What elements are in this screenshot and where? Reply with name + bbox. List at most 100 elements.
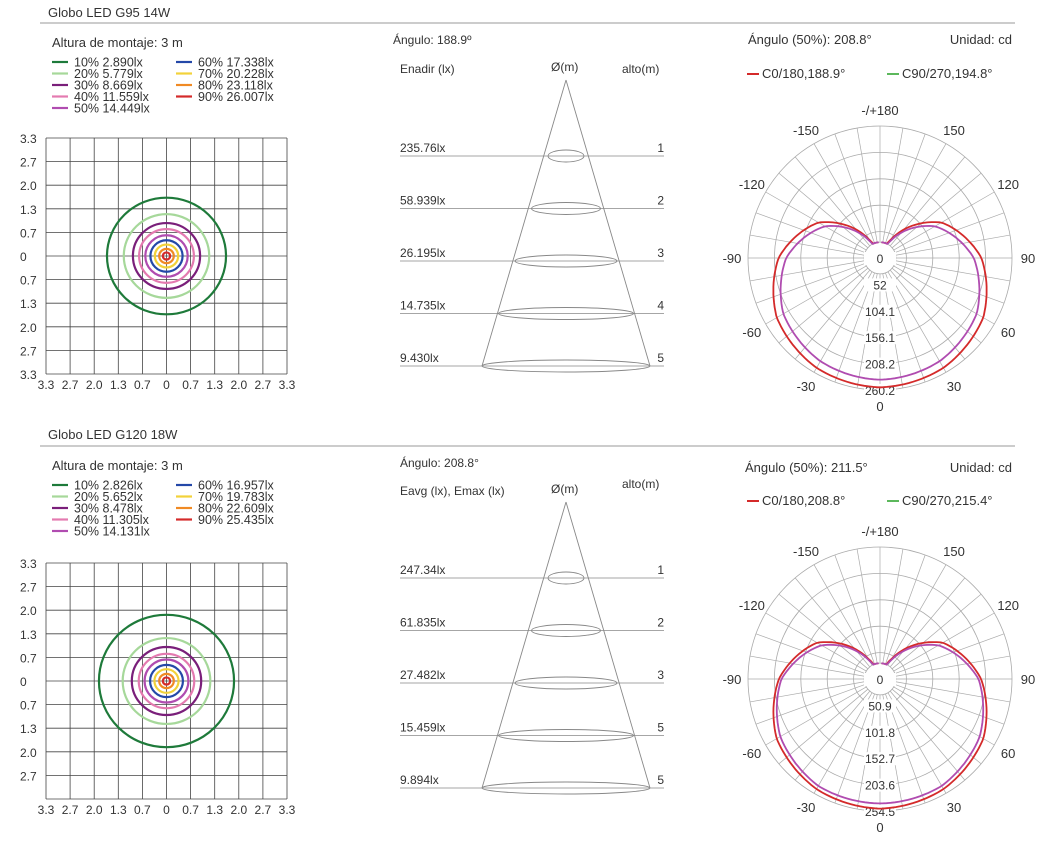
y-tick-label: 0.7 <box>20 699 37 713</box>
polar-spoke <box>765 686 867 746</box>
isolux-contour <box>144 234 189 278</box>
polar-angle-label: -150 <box>793 123 819 138</box>
polar-angle-label: 60 <box>1001 746 1015 761</box>
cone-ring <box>531 202 601 215</box>
polar-radial-label: 208.2 <box>865 358 895 372</box>
legend-label: 40% 11.559lx <box>74 90 150 104</box>
isolux-contour <box>158 247 175 265</box>
cone-ring <box>547 571 585 585</box>
polar-spoke <box>882 273 904 389</box>
y-tick-label: 3.3 <box>20 368 37 382</box>
radial-label-bg <box>864 699 896 713</box>
cone-ring <box>498 729 634 742</box>
cone-height-label: 3 <box>657 668 664 682</box>
isolux-contour <box>105 196 228 316</box>
legend-label: 70% 19.783lx <box>198 490 275 504</box>
polar-spoke <box>893 265 995 325</box>
isolux-contour <box>149 239 184 273</box>
isolux-contour <box>161 676 172 686</box>
cone-height-label: 1 <box>657 141 664 155</box>
polar-spoke <box>813 271 873 373</box>
polar-radial-label: 0 <box>877 252 884 266</box>
polar-angle-label: -/+180 <box>861 103 898 118</box>
cone-ring <box>514 254 618 268</box>
polar-spoke <box>882 127 904 243</box>
polar-radial-label: 50.9 <box>868 699 892 713</box>
polar-spoke <box>894 684 1005 725</box>
x-tick-label: 1.3 <box>110 378 127 392</box>
polar-radial-label: 156.1 <box>865 331 895 345</box>
cone-angle: Ángulo: 208.8° <box>400 455 479 470</box>
cone-height-label: 4 <box>657 299 664 313</box>
y-tick-label: 3.3 <box>20 557 37 571</box>
polar-radial-label: 203.6 <box>865 779 895 793</box>
x-tick-label: 3.3 <box>279 378 296 392</box>
cone-ring <box>498 307 634 320</box>
y-tick-label: 0.7 <box>20 274 37 288</box>
x-tick-label: 0 <box>163 803 170 817</box>
cone-edge <box>565 79 651 367</box>
cone-lux-label: 235.76lx <box>400 141 445 155</box>
legend-label: 80% 22.609lx <box>198 502 275 516</box>
polar-angle-label: 30 <box>947 379 961 394</box>
polar-spoke <box>893 191 995 251</box>
polar-spoke <box>755 263 866 304</box>
isolux-contour <box>97 613 236 749</box>
radial-label-bg <box>864 304 896 318</box>
y-tick-label: 2.0 <box>20 604 37 618</box>
polar-spoke <box>891 593 982 670</box>
x-tick-label: 2.0 <box>86 803 103 817</box>
cone-height-label: 5 <box>657 773 664 787</box>
y-tick-label: 2.0 <box>20 179 37 193</box>
polar-spoke <box>755 633 866 674</box>
legend-label: 50% 14.131lx <box>74 525 151 539</box>
polar-spoke <box>813 564 873 666</box>
x-tick-label: 1.3 <box>206 803 223 817</box>
polar-spoke <box>895 234 1011 256</box>
cone-angle: Ángulo: 188.9º <box>393 32 472 47</box>
x-tick-label: 3.3 <box>38 378 55 392</box>
radial-label-bg <box>864 331 896 345</box>
polar-radial-label: 152.7 <box>865 752 895 766</box>
y-tick-label: 2.7 <box>20 581 37 595</box>
y-tick-label: 2.7 <box>20 156 37 170</box>
polar-series-curve <box>775 643 985 805</box>
polar-spoke <box>778 172 869 249</box>
polar-angle50: Ángulo (50%): 211.5° <box>745 460 868 475</box>
section-g95: Globo LED G95 14W Altura de montaje: 3 m… <box>20 5 1035 414</box>
cone-col-right: alto(m) <box>622 62 659 76</box>
isolux-contour <box>161 251 172 261</box>
cone-col-mid: Ø(m) <box>551 482 578 496</box>
polar-angle-label: -120 <box>739 598 765 613</box>
cone-height-label: 2 <box>657 194 664 208</box>
polar-angle-label: -30 <box>797 379 816 394</box>
polar-angle-label: 0 <box>876 399 883 414</box>
polar-spoke <box>834 554 875 665</box>
polar-spoke <box>891 172 982 249</box>
cone-ring <box>531 624 601 637</box>
polar-angle-label: 120 <box>997 598 1019 613</box>
polar-radial-label: 104.1 <box>865 305 895 319</box>
x-tick-label: 0.7 <box>182 378 199 392</box>
cone-height-label: 2 <box>657 616 664 630</box>
polar-spoke <box>749 260 865 282</box>
x-tick-label: 0.7 <box>134 378 151 392</box>
mount-height: Altura de montaje: 3 m <box>52 458 183 473</box>
legend-label: 80% 23.118lx <box>198 79 274 93</box>
isolux-contour <box>158 672 175 690</box>
polar-spoke <box>765 612 867 672</box>
polar-angle-label: 120 <box>997 177 1019 192</box>
series-label: C0/180,188.9° <box>762 66 845 81</box>
isolux-contour <box>130 645 203 717</box>
legend-label: 30% 8.669lx <box>74 79 144 93</box>
polar-spoke <box>765 265 867 325</box>
legend-label: 30% 8.478lx <box>74 502 144 516</box>
polar-angle-label: -/+180 <box>861 524 898 539</box>
y-tick-label: 1.3 <box>20 628 37 642</box>
legend-label: 60% 16.957lx <box>198 479 275 493</box>
cone-lux-label: 61.835lx <box>400 616 445 630</box>
x-tick-label: 2.7 <box>255 378 272 392</box>
series-label: C0/180,208.8° <box>762 493 845 508</box>
